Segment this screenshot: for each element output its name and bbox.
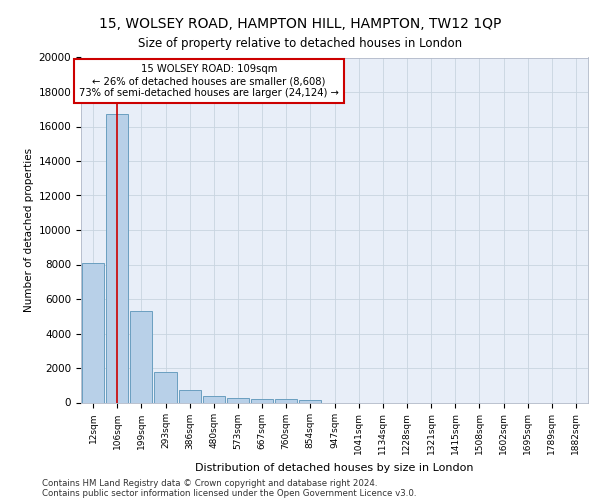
- Text: Contains HM Land Registry data © Crown copyright and database right 2024.: Contains HM Land Registry data © Crown c…: [42, 478, 377, 488]
- Text: 15 WOLSEY ROAD: 109sqm
← 26% of detached houses are smaller (8,608)
73% of semi-: 15 WOLSEY ROAD: 109sqm ← 26% of detached…: [79, 64, 339, 98]
- Y-axis label: Number of detached properties: Number of detached properties: [25, 148, 34, 312]
- Bar: [299, 400, 322, 402]
- Bar: [275, 399, 298, 402]
- Bar: [106, 114, 128, 403]
- Text: 15, WOLSEY ROAD, HAMPTON HILL, HAMPTON, TW12 1QP: 15, WOLSEY ROAD, HAMPTON HILL, HAMPTON, …: [99, 18, 501, 32]
- Text: Size of property relative to detached houses in London: Size of property relative to detached ho…: [138, 38, 462, 51]
- Bar: [82, 263, 104, 402]
- Bar: [203, 396, 225, 402]
- Bar: [251, 399, 273, 402]
- Bar: [227, 398, 249, 402]
- Bar: [154, 372, 176, 402]
- X-axis label: Distribution of detached houses by size in London: Distribution of detached houses by size …: [195, 462, 474, 472]
- Bar: [179, 390, 201, 402]
- Bar: [130, 311, 152, 402]
- Text: Contains public sector information licensed under the Open Government Licence v3: Contains public sector information licen…: [42, 488, 416, 498]
